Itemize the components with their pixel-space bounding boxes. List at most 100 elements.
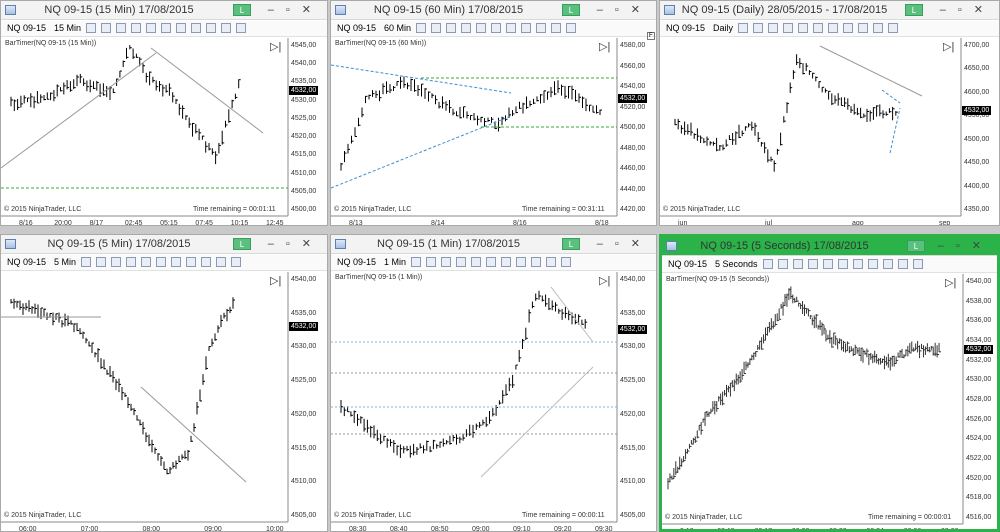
bar-type-icon[interactable]: [416, 23, 427, 33]
interval-selector[interactable]: 5 Seconds: [715, 259, 758, 269]
data-box-icon[interactable]: [873, 23, 884, 33]
snapshot-icon[interactable]: [561, 257, 572, 267]
draw-tools-icon[interactable]: [126, 257, 137, 267]
crosshair-icon[interactable]: [476, 23, 487, 33]
drawing-line[interactable]: [480, 366, 594, 478]
indicators-icon[interactable]: [521, 23, 532, 33]
scroll-to-end-icon[interactable]: ▷|: [945, 277, 957, 289]
window-controls[interactable]: –▫✕: [937, 240, 993, 252]
drawing-line[interactable]: [550, 286, 594, 343]
link-button[interactable]: L: [907, 240, 925, 252]
window-titlebar[interactable]: NQ 09-15 (Daily) 28/05/2015 - 17/08/2015…: [660, 1, 999, 20]
trendline[interactable]: [331, 64, 512, 94]
draw-line-icon[interactable]: [116, 23, 127, 33]
zoom-icon[interactable]: [486, 257, 497, 267]
chart-window[interactable]: NQ 09-15 (5 Seconds) 17/08/2015 L –▫✕ NQ …: [659, 234, 1000, 532]
window-controls[interactable]: –▫✕: [267, 238, 323, 250]
indicators-icon[interactable]: [191, 23, 202, 33]
zoom-icon[interactable]: [813, 23, 824, 33]
bar-type-icon[interactable]: [411, 257, 422, 267]
zoom-icon[interactable]: [491, 23, 502, 33]
window-titlebar[interactable]: NQ 09-15 (5 Min) 17/08/2015 L –▫✕: [1, 235, 327, 254]
strategies-icon[interactable]: [201, 257, 212, 267]
interval-selector[interactable]: 60 Min: [384, 23, 412, 33]
strategies-icon[interactable]: [531, 257, 542, 267]
chart-window[interactable]: NQ 09-15 (5 Min) 17/08/2015 L –▫✕ NQ 09-1…: [0, 234, 328, 532]
snapshot-icon[interactable]: [912, 259, 923, 269]
zoom-icon[interactable]: [161, 23, 172, 33]
style-icon[interactable]: [426, 257, 437, 267]
chart-panel[interactable]: ▷| 4540,00 4535,00 4530,00 4525,00 4520,00 451…: [1, 272, 327, 531]
trendline[interactable]: [881, 89, 901, 104]
interval-selector[interactable]: 1 Min: [384, 257, 407, 267]
draw-tools-icon[interactable]: [783, 23, 794, 33]
draw-tools-icon[interactable]: [131, 23, 142, 33]
interval-selector[interactable]: Daily: [713, 23, 734, 33]
price-chart[interactable]: [1, 38, 327, 226]
indicators-icon[interactable]: [867, 259, 878, 269]
link-button[interactable]: L: [233, 4, 251, 16]
window-titlebar[interactable]: NQ 09-15 (60 Min) 17/08/2015 L –▫✕: [331, 1, 656, 20]
link-button[interactable]: L: [905, 4, 923, 16]
draw-tools-icon[interactable]: [807, 259, 818, 269]
price-chart[interactable]: [331, 272, 656, 532]
style-icon[interactable]: [96, 257, 107, 267]
chart-panel[interactable]: BarTimer(NQ 09-15 (1 Min)) ▷| 4540,00 4535,…: [331, 272, 656, 531]
draw-tools-icon[interactable]: [461, 23, 472, 33]
chart-window[interactable]: NQ 09-15 (60 Min) 17/08/2015 L –▫✕ NQ 09-…: [330, 0, 657, 226]
window-titlebar[interactable]: NQ 09-15 (5 Seconds) 17/08/2015 L –▫✕: [662, 237, 997, 256]
crosshair-icon[interactable]: [822, 259, 833, 269]
draw-line-icon[interactable]: [441, 257, 452, 267]
strategies-icon[interactable]: [206, 23, 217, 33]
style-icon[interactable]: [101, 23, 112, 33]
price-chart[interactable]: [660, 38, 999, 226]
chart-panel[interactable]: BarTimer(NQ 09-15 (5 Seconds)) ▷| 4540,00 4…: [662, 274, 997, 529]
properties-icon[interactable]: [506, 23, 517, 33]
crosshair-icon[interactable]: [146, 23, 157, 33]
snapshot-icon[interactable]: [888, 23, 899, 33]
properties-icon[interactable]: [176, 23, 187, 33]
draw-line-icon[interactable]: [111, 257, 122, 267]
instrument-selector[interactable]: NQ 09-15: [668, 259, 708, 269]
strategies-icon[interactable]: [882, 259, 893, 269]
interval-selector[interactable]: 5 Min: [54, 257, 77, 267]
chart-panel[interactable]: BarTimer(NQ 09-15 (15 Min)) ▷| 4545,00 4540…: [1, 38, 327, 225]
indicators-icon[interactable]: [186, 257, 197, 267]
strategies-icon[interactable]: [536, 23, 547, 33]
indicators-icon[interactable]: [516, 257, 527, 267]
link-button[interactable]: L: [562, 4, 580, 16]
style-icon[interactable]: [431, 23, 442, 33]
properties-icon[interactable]: [501, 257, 512, 267]
bar-type-icon[interactable]: [762, 259, 773, 269]
chart-window[interactable]: NQ 09-15 (1 Min) 17/08/2015 L –▫✕ NQ 09-1…: [330, 234, 657, 532]
bar-type-icon[interactable]: [738, 23, 749, 33]
draw-tools-icon[interactable]: [456, 257, 467, 267]
window-controls[interactable]: –▫✕: [267, 4, 323, 16]
draw-line-icon[interactable]: [768, 23, 779, 33]
chart-panel[interactable]: ▷| 4700,00 4650,00 4600,00 4550,00 4500,00 445…: [660, 38, 999, 225]
data-box-icon[interactable]: [221, 23, 232, 33]
price-chart[interactable]: [331, 38, 656, 226]
scroll-to-end-icon[interactable]: ▷|: [943, 41, 955, 53]
snapshot-icon[interactable]: [236, 23, 247, 33]
snapshot-icon[interactable]: [566, 23, 577, 33]
chart-window[interactable]: NQ 09-15 (Daily) 28/05/2015 - 17/08/2015…: [659, 0, 1000, 226]
properties-icon[interactable]: [171, 257, 182, 267]
crosshair-icon[interactable]: [141, 257, 152, 267]
price-chart[interactable]: [1, 272, 327, 532]
indicators-icon[interactable]: [843, 23, 854, 33]
window-controls[interactable]: –▫✕: [939, 4, 995, 16]
properties-icon[interactable]: [828, 23, 839, 33]
strategies-icon[interactable]: [858, 23, 869, 33]
instrument-selector[interactable]: NQ 09-15: [337, 23, 377, 33]
instrument-selector[interactable]: NQ 09-15: [337, 257, 377, 267]
draw-line-icon[interactable]: [792, 259, 803, 269]
window-titlebar[interactable]: NQ 09-15 (1 Min) 17/08/2015 L –▫✕: [331, 235, 656, 254]
data-box-icon[interactable]: [216, 257, 227, 267]
snapshot-icon[interactable]: [231, 257, 242, 267]
link-button[interactable]: L: [562, 238, 580, 250]
drawing-line[interactable]: [140, 386, 247, 483]
drawing-line[interactable]: [150, 47, 264, 134]
instrument-selector[interactable]: NQ 09-15: [666, 23, 706, 33]
price-chart[interactable]: [662, 274, 1000, 532]
